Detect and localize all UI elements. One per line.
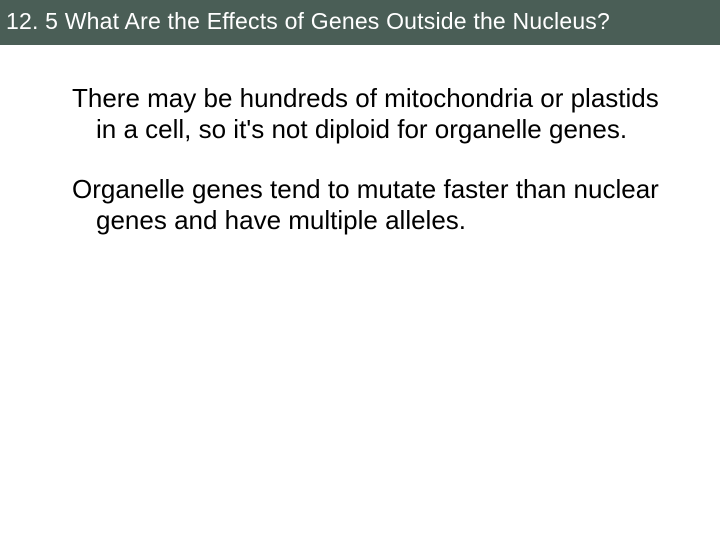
slide-title: 12. 5 What Are the Effects of Genes Outs… [6,8,714,35]
paragraph: There may be hundreds of mitochondria or… [72,83,670,144]
slide-header: 12. 5 What Are the Effects of Genes Outs… [0,0,720,45]
paragraph: Organelle genes tend to mutate faster th… [72,174,670,235]
slide-body: There may be hundreds of mitochondria or… [0,45,720,236]
